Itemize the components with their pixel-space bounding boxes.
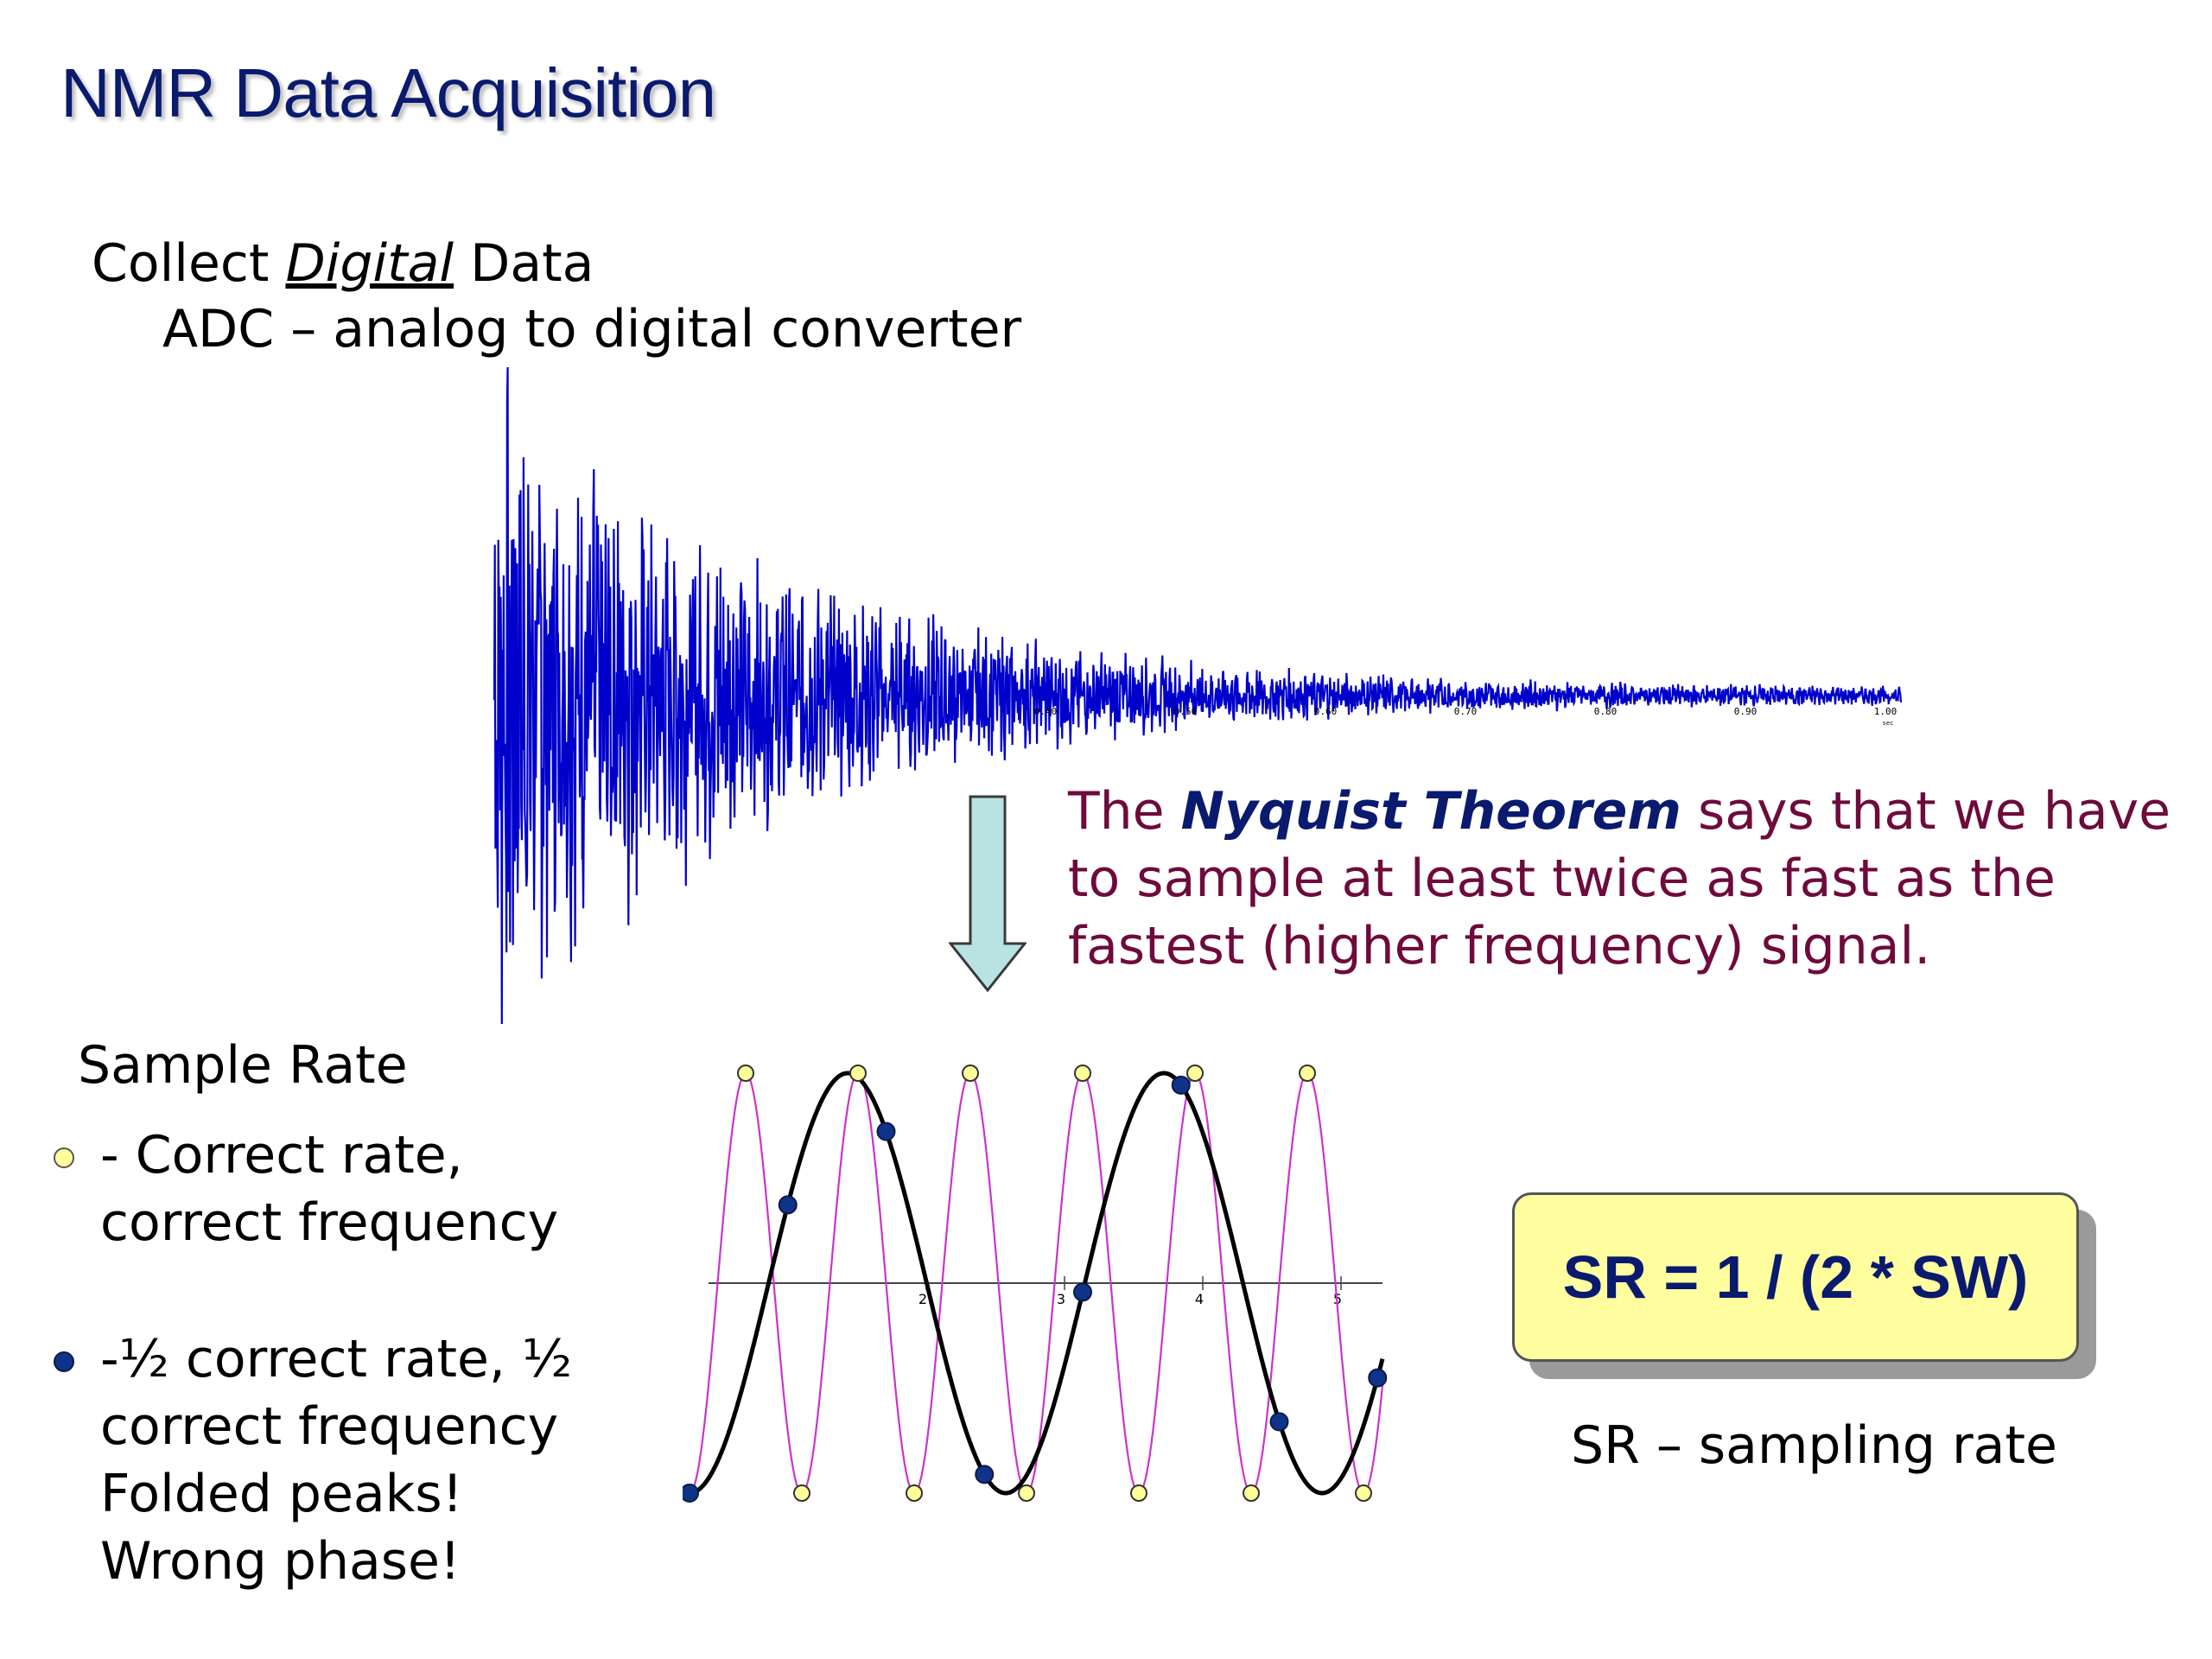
sample-rate-heading: Sample Rate	[78, 1035, 408, 1096]
half-rate-sample-point	[1171, 1075, 1191, 1095]
yellow-dot-icon	[54, 1147, 74, 1168]
fid-tick-label: 0.60	[1314, 706, 1338, 717]
correct-rate-sample-point	[1130, 1484, 1147, 1502]
fid-axis-unit: sec	[1883, 720, 1894, 727]
fid-tick-label: 1.00	[1874, 706, 1897, 717]
fid-waveform	[493, 367, 1903, 1024]
sr-definition: SR – sampling rate	[1571, 1415, 2057, 1476]
correct-rate-sample-point	[1355, 1484, 1372, 1502]
adc-line: ADC – analog to digital converter	[162, 299, 1022, 359]
correct-rate-sample-point	[1243, 1484, 1260, 1502]
half-rate-samples	[683, 1075, 1388, 1503]
plot-tick-label: 4	[1195, 1291, 1204, 1307]
down-arrow-icon	[949, 795, 1027, 993]
collect-digital-line: Collect Digital Data	[92, 233, 594, 294]
fid-axis-ticks: 0.40 0.50 0.60 0.70 0.80 0.90 1.00 sec	[1034, 706, 1897, 727]
collect-suffix: Data	[454, 233, 594, 294]
legend-half-line-3: Folded peaks!	[100, 1464, 463, 1524]
legend-half-line-1: -½ correct rate, ½	[100, 1329, 573, 1389]
legend-correct-line-1: - Correct rate,	[100, 1125, 463, 1185]
sampling-rate-formula-box: SR = 1 / (2 * SW)	[1512, 1192, 2079, 1362]
legend-correct-line-2: correct frequency	[100, 1192, 559, 1253]
correct-rate-samples	[683, 1065, 1372, 1502]
fid-signal-plot: 0.40 0.50 0.60 0.70 0.80 0.90 1.00 sec	[493, 367, 1903, 1024]
half-rate-sample-point	[1368, 1368, 1388, 1388]
fid-tick-label: 0.90	[1734, 706, 1758, 717]
blue-dot-icon	[54, 1351, 74, 1372]
correct-rate-sample-point	[1186, 1065, 1204, 1082]
legend-half-line-2: correct frequency	[100, 1396, 559, 1457]
correct-rate-sample-point	[737, 1065, 754, 1082]
half-rate-sample-point	[778, 1195, 798, 1215]
legend-half-text: -½ correct rate, ½ correct frequency Fol…	[100, 1325, 572, 1595]
plot-tick-label: 3	[1057, 1291, 1065, 1307]
correct-rate-sample-point	[962, 1065, 979, 1082]
slide-title: NMR Data Acquisition	[60, 54, 716, 131]
correct-rate-sample-point	[1018, 1484, 1035, 1502]
half-rate-sample-point	[1269, 1412, 1289, 1432]
correct-rate-sample-point	[793, 1484, 810, 1502]
correct-rate-sample-point	[1299, 1065, 1316, 1082]
nyquist-before: The	[1068, 781, 1181, 842]
half-rate-sample-point	[876, 1122, 896, 1141]
nyquist-term: Nyquist Theorem	[1180, 781, 1681, 842]
aliased-wave	[690, 1071, 1385, 1496]
correct-rate-sample-point	[1074, 1065, 1091, 1082]
correct-rate-sample-point	[849, 1065, 867, 1082]
nyquist-after: says that we have to sample at least twi…	[1068, 781, 2171, 976]
legend-half-line-4: Wrong phase!	[100, 1531, 461, 1592]
plot-tick-label: 2	[918, 1291, 927, 1307]
legend-correct-text: - Correct rate, correct frequency	[100, 1122, 558, 1256]
fid-tick-label: 0.50	[1174, 706, 1198, 717]
collect-prefix: Collect	[92, 233, 286, 294]
fid-tick-label: 0.40	[1034, 706, 1058, 717]
half-rate-sample-point	[683, 1484, 699, 1503]
digital-emphasis: Digital	[285, 233, 454, 294]
half-rate-sample-point	[1073, 1282, 1092, 1302]
half-rate-sample-point	[975, 1465, 995, 1484]
correct-rate-sample-point	[906, 1484, 923, 1502]
fid-tick-label: 0.80	[1594, 706, 1618, 717]
fid-tick-label: 0.70	[1454, 706, 1478, 717]
nyquist-statement: The Nyquist Theorem says that we have to…	[1068, 778, 2191, 980]
